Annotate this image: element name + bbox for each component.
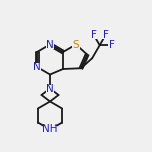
Bar	[43, 126, 57, 133]
Text: NH: NH	[42, 124, 58, 135]
Text: N: N	[46, 83, 54, 93]
Bar	[102, 31, 109, 39]
Bar	[46, 85, 54, 93]
Text: F: F	[109, 40, 115, 50]
Bar	[108, 41, 115, 49]
Text: N: N	[33, 62, 41, 72]
Bar	[72, 40, 80, 48]
Text: F: F	[91, 30, 97, 40]
Text: F: F	[103, 30, 109, 40]
Bar	[33, 63, 41, 71]
Bar	[46, 40, 54, 48]
Text: S: S	[73, 40, 79, 50]
Text: N: N	[46, 40, 54, 50]
Bar	[90, 31, 97, 39]
